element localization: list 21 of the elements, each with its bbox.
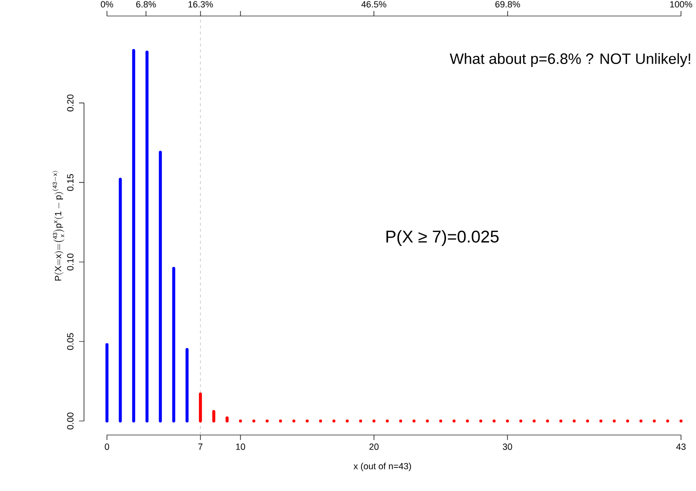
- x-tick-label: 30: [502, 444, 512, 450]
- y-tick-label: 0.00: [67, 412, 74, 430]
- x-tick-label: 20: [369, 444, 379, 450]
- x2-tick-label: 46.5%: [361, 1, 386, 8]
- x-tick-label: 10: [236, 444, 246, 450]
- x2-tick-label: 100%: [670, 1, 692, 8]
- x-tick-label: 0: [104, 444, 110, 450]
- x2-tick-label: 16.3%: [188, 1, 213, 8]
- y-axis-title: $\mathsf{P(X{=}x)}{=}\binom{\mathsf{43}}{\mathsf{x}}\mathsf{p}^{\mathsf{x}}\mathsf{(1-p)}^{\mathsf{(43-x)}}$: [52, 170, 64, 281]
- y-tick-label: 0.10: [67, 254, 74, 270]
- annotation: P(X ≥ 7)=0.025: [386, 230, 499, 246]
- x-axis-title: x (out of n=43): [354, 462, 411, 472]
- y-tick-label: 0.15: [67, 174, 74, 191]
- x2-tick-label: 69.8%: [495, 1, 520, 8]
- x-tick-label: 43: [676, 444, 686, 450]
- x-tick-label: 7: [198, 444, 202, 450]
- x2-tick-label: 6.8%: [136, 1, 156, 8]
- annotation: What about p=6.8% ? NOT Unlikely!: [450, 53, 690, 67]
- x2-tick-label: 0%: [100, 1, 114, 8]
- y-tick-label: 0.05: [67, 333, 74, 350]
- y-tick-label: 0.20: [67, 94, 74, 112]
